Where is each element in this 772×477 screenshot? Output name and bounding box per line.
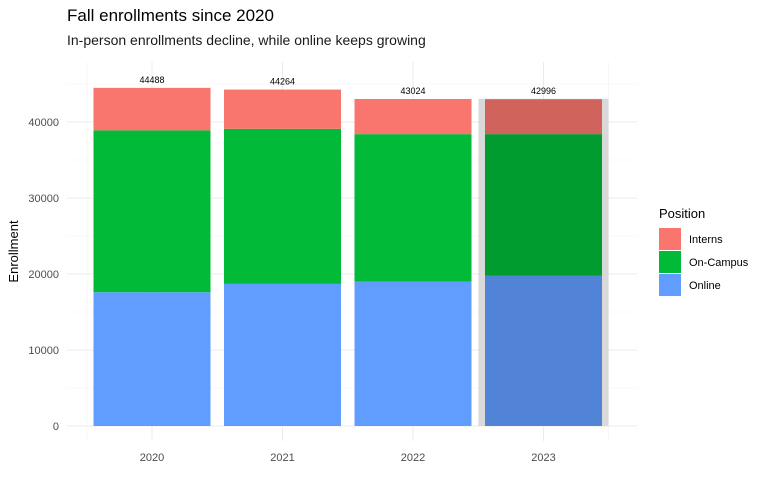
chart-title: Fall enrollments since 2020: [67, 6, 274, 25]
chart-subtitle: In-person enrollments decline, while onl…: [67, 32, 426, 48]
legend-swatch-interns: [659, 228, 681, 250]
bar-on-campus-2020: [93, 130, 211, 293]
x-tick-label: 2022: [401, 452, 425, 464]
bar-online-2020: [93, 292, 211, 426]
y-tick-label: 30000: [28, 193, 59, 205]
x-tick-label: 2020: [140, 452, 164, 464]
y-tick-label: 20000: [28, 269, 59, 281]
bar-interns-2022: [354, 99, 472, 135]
y-axis-label: Enrollment: [6, 220, 21, 283]
legend-label: Interns: [689, 234, 723, 246]
legend-swatch-on-campus: [659, 251, 681, 273]
bar-interns-2020: [93, 87, 211, 131]
bar-interns-2021: [224, 89, 341, 129]
bar-online-2023: [485, 275, 602, 426]
total-label: 42996: [531, 86, 556, 96]
total-label: 43024: [400, 86, 425, 96]
bar-online-2021: [224, 283, 341, 426]
bar-online-2022: [354, 281, 472, 426]
x-tick-label: 2021: [270, 452, 294, 464]
bar-interns-2023: [485, 99, 602, 135]
legend-swatch-online: [659, 274, 681, 296]
y-tick-label: 40000: [28, 117, 59, 129]
bar-on-campus-2023: [485, 134, 602, 276]
y-tick-label: 0: [53, 421, 59, 433]
legend-label: Online: [689, 280, 721, 292]
legend-label: On-Campus: [689, 257, 749, 269]
bar-on-campus-2022: [354, 134, 472, 282]
y-tick-label: 10000: [28, 345, 59, 357]
legend-title: Position: [659, 206, 705, 221]
total-label: 44488: [139, 75, 164, 85]
total-label: 44264: [270, 77, 295, 87]
bar-on-campus-2021: [224, 128, 341, 284]
x-tick-label: 2023: [531, 452, 555, 464]
